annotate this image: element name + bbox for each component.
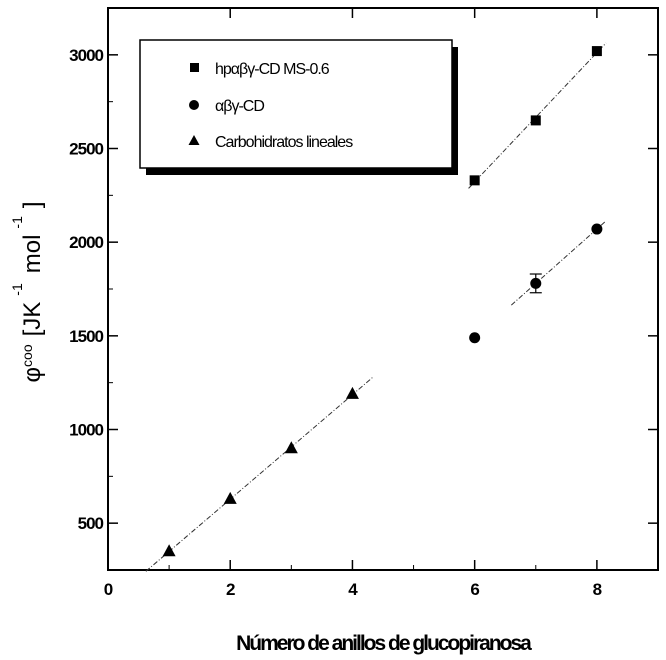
y-label-unit-mol: mol bbox=[19, 235, 46, 274]
marker-triangle bbox=[284, 441, 298, 454]
fit-line-carbohidratos bbox=[145, 375, 375, 572]
marker-triangle bbox=[162, 544, 176, 557]
y-tick-label: 500 bbox=[78, 514, 104, 533]
marker-square bbox=[591, 46, 602, 57]
marker-square bbox=[469, 175, 480, 186]
x-axis-label: Número de anillos de glucopiranosa bbox=[236, 632, 532, 655]
legend-label-hp-cd: hpαβγ-CD MS-0.6 bbox=[215, 61, 330, 78]
data-markers bbox=[162, 46, 603, 557]
svg-text:φcoo[JK-1mol-1]: φcoo [JK -1 mol -1] bbox=[9, 201, 46, 382]
y-label-exp1: -1 bbox=[9, 283, 25, 296]
fit-line-cd bbox=[511, 220, 607, 306]
y-label-symbol: φ bbox=[19, 367, 46, 383]
marker-square bbox=[530, 115, 541, 126]
y-label-superscript: coo bbox=[19, 344, 35, 367]
y-axis-ticks: 500 1000 1500 2000 2500 3000 bbox=[69, 46, 658, 533]
legend: hpαβγ-CD MS-0.6 αβγ-CD Carbohidratos lin… bbox=[139, 39, 458, 175]
x-tick-label: 8 bbox=[593, 580, 602, 599]
y-axis-label: φcoo [JK -1 mol -1] bbox=[9, 201, 46, 382]
marker-triangle bbox=[345, 386, 359, 399]
x-tick-label: 2 bbox=[226, 580, 235, 599]
legend-marker-triangle bbox=[188, 135, 200, 145]
y-label-exp2: -1 bbox=[9, 216, 25, 229]
x-axis-ticks: 0 2 4 6 8 bbox=[104, 8, 603, 599]
marker-circle bbox=[469, 332, 481, 344]
y-tick-label: 3000 bbox=[69, 46, 103, 65]
legend-label-cd: αβγ-CD bbox=[215, 98, 264, 115]
legend-marker-circle bbox=[189, 100, 199, 110]
x-tick-label: 0 bbox=[104, 580, 113, 599]
legend-marker-square bbox=[190, 63, 199, 72]
y-label-unit-close: ] bbox=[19, 201, 46, 208]
marker-circle bbox=[591, 223, 603, 235]
x-tick-label: 6 bbox=[470, 580, 479, 599]
y-tick-label: 1000 bbox=[69, 421, 103, 440]
legend-label-carbohidratos: Carbohidratos lineales bbox=[215, 134, 353, 151]
marker-triangle bbox=[223, 491, 237, 504]
y-tick-label: 2000 bbox=[69, 233, 103, 252]
marker-circle bbox=[530, 277, 542, 289]
x-tick-label: 4 bbox=[348, 580, 358, 599]
y-tick-label: 2500 bbox=[69, 140, 103, 159]
y-tick-label: 1500 bbox=[69, 327, 103, 346]
y-label-unit-open: [JK bbox=[19, 302, 46, 337]
